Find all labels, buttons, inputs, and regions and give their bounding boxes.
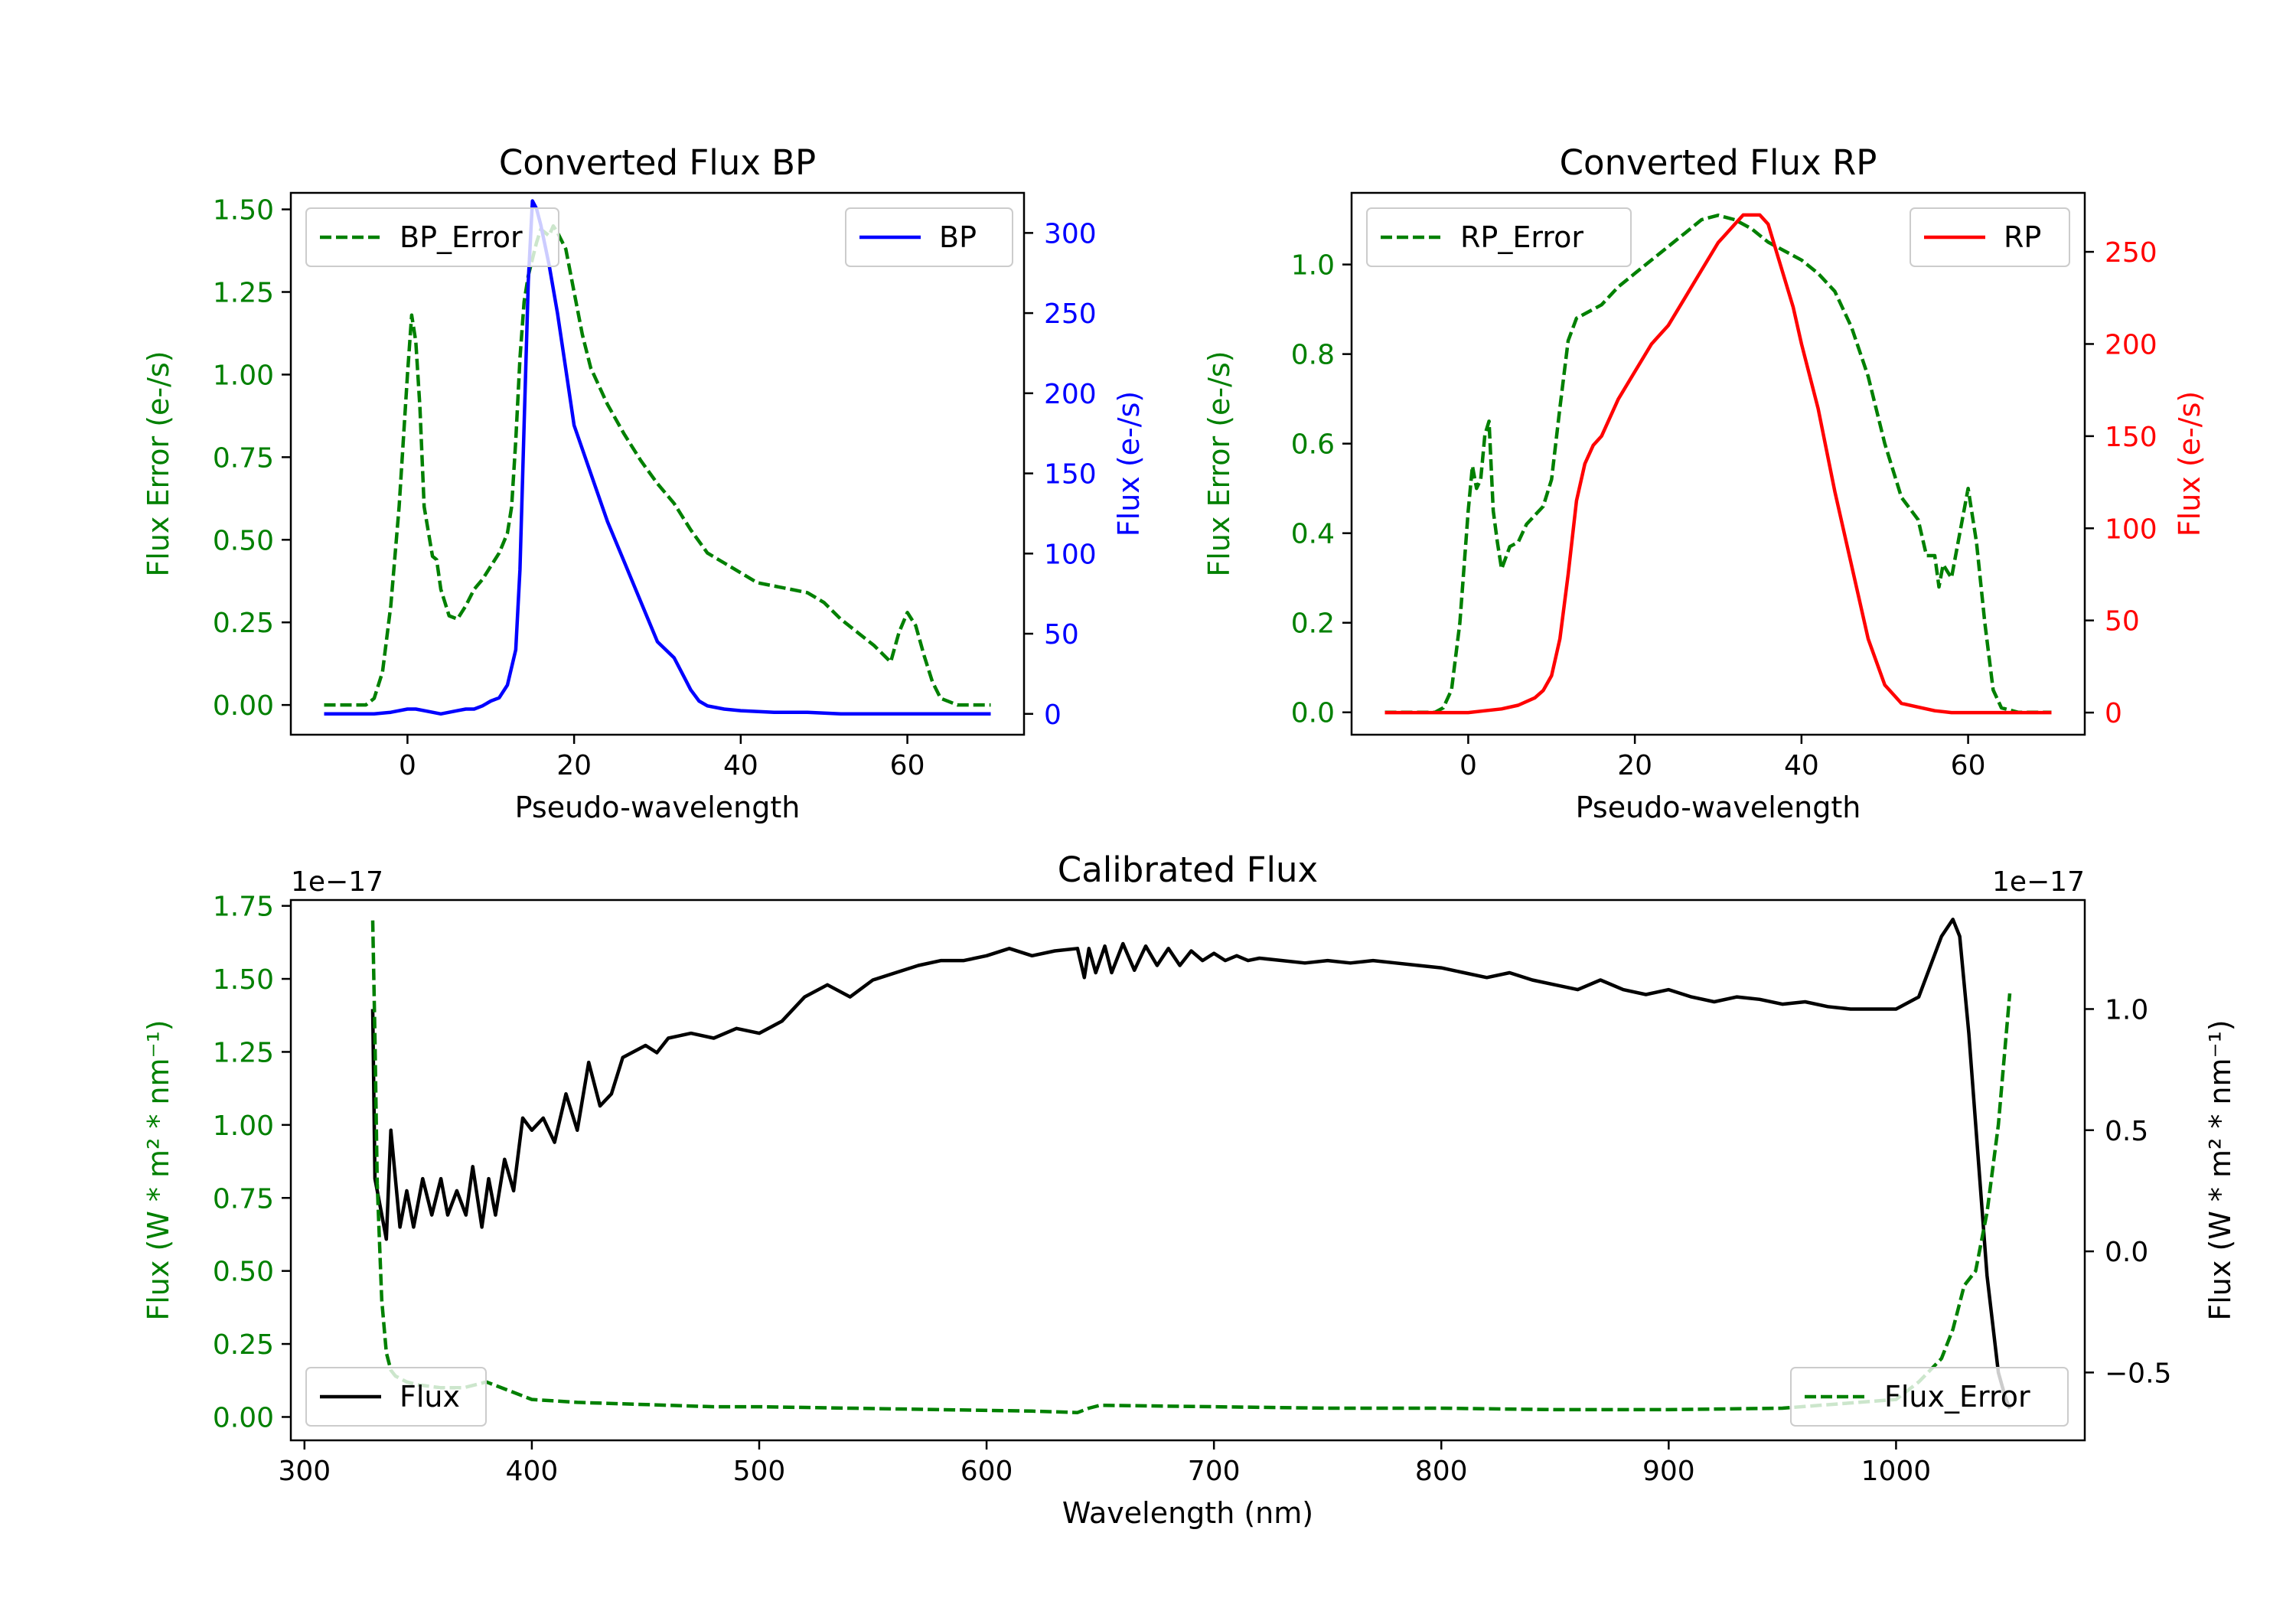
x-tick-label: 300	[278, 1456, 331, 1487]
series-line-rp-error	[1384, 214, 2052, 714]
legend-box	[845, 207, 1013, 267]
y-left-tick-label: 0.75	[213, 1183, 274, 1215]
x-tick-label: 40	[723, 750, 758, 781]
y-right-offset-label: 1e−17	[1992, 866, 2085, 898]
series-line-flux	[370, 918, 2012, 1410]
y-right-tick-label: 150	[1044, 459, 1097, 491]
x-axis-label: Pseudo-wavelength	[1576, 791, 1861, 824]
y-right-tick-label: 250	[1044, 298, 1097, 330]
y-right-tick-label: 100	[2105, 514, 2157, 545]
y-right-tick-label: 50	[2105, 606, 2140, 638]
y-right-tick-label: −0.5	[2105, 1358, 2171, 1389]
y-left-tick-label: 1.00	[213, 1110, 274, 1142]
legend-label: Flux	[400, 1380, 460, 1414]
y-left-tick-label: 0.00	[213, 690, 274, 722]
y-left-tick-label: 1.50	[213, 195, 274, 227]
y-left-tick-label: 0.8	[1291, 340, 1335, 371]
y-right-tick-label: 50	[1044, 619, 1079, 651]
x-tick-label: 500	[733, 1456, 786, 1487]
y-right-tick-label: 150	[2105, 422, 2157, 453]
y-left-tick-label: 0.0	[1291, 698, 1335, 729]
y-left-offset-label: 1e−17	[291, 866, 383, 898]
x-tick-label: 0	[1459, 750, 1477, 781]
y-right-axis-label: Flux (W * m² * nm⁻¹)	[2203, 1019, 2237, 1320]
y-right-axis-label: Flux (e-/s)	[2173, 391, 2206, 536]
y-right-tick-label: 200	[1044, 379, 1097, 410]
y-left-tick-label: 0.6	[1291, 429, 1335, 461]
y-right-tick-label: 200	[2105, 329, 2157, 360]
y-left-tick-label: 1.75	[213, 892, 274, 923]
legend-box	[305, 207, 559, 267]
x-axis-label: Wavelength (nm)	[1062, 1496, 1313, 1530]
x-tick-label: 800	[1415, 1456, 1468, 1487]
y-left-tick-label: 1.50	[213, 964, 274, 996]
legend-box	[1790, 1367, 2069, 1427]
legend-box	[1910, 207, 2070, 267]
y-right-tick-label: 250	[2105, 237, 2157, 269]
y-left-tick-label: 0.75	[213, 442, 274, 474]
y-right-axis-label: Flux (e-/s)	[1112, 391, 1146, 536]
x-tick-label: 20	[1617, 750, 1652, 781]
y-right-tick-label: 300	[1044, 218, 1097, 249]
y-left-tick-label: 0.25	[213, 1329, 274, 1361]
y-right-tick-label: 100	[1044, 539, 1097, 570]
legend-box	[1366, 207, 1632, 267]
y-left-tick-label: 1.0	[1291, 250, 1335, 282]
y-left-tick-label: 0.00	[213, 1402, 274, 1433]
x-tick-label: 0	[399, 750, 416, 781]
chart-title: Converted Flux BP	[499, 142, 816, 183]
y-right-tick-label: 0.5	[2105, 1116, 2148, 1147]
x-tick-label: 400	[506, 1456, 559, 1487]
plot-frame	[289, 191, 1026, 736]
legend-label: Flux_Error	[1884, 1380, 2030, 1414]
x-axis-label: Pseudo-wavelength	[515, 791, 801, 824]
y-left-tick-label: 0.50	[213, 1257, 274, 1288]
x-tick-label: 40	[1784, 750, 1819, 781]
x-tick-label: 700	[1188, 1456, 1241, 1487]
series-line-rp	[1384, 213, 2052, 715]
plot-frame	[1350, 191, 2086, 736]
y-right-tick-label: 1.0	[2105, 994, 2148, 1026]
plot-frame	[289, 898, 2086, 1442]
legend-label: RP_Error	[1460, 220, 1583, 254]
x-tick-label: 900	[1642, 1456, 1695, 1487]
y-right-tick-label: 0.0	[2105, 1237, 2148, 1268]
chart-title: Calibrated Flux	[1058, 850, 1318, 890]
y-left-axis-label: Flux (W * m² * nm⁻¹)	[142, 1019, 175, 1320]
legend-label: BP_Error	[400, 220, 523, 254]
x-tick-label: 1000	[1861, 1456, 1932, 1487]
y-left-tick-label: 0.25	[213, 608, 274, 639]
y-left-axis-label: Flux Error (e-/s)	[1202, 351, 1236, 576]
x-tick-label: 20	[556, 750, 592, 781]
legend-label: BP	[939, 220, 977, 254]
y-right-tick-label: 0	[2105, 698, 2122, 729]
y-right-tick-label: 0	[1044, 700, 1062, 731]
y-left-tick-label: 1.25	[213, 278, 274, 309]
x-tick-label: 60	[890, 750, 925, 781]
x-tick-label: 60	[1951, 750, 1986, 781]
y-left-tick-label: 0.50	[213, 525, 274, 556]
x-tick-label: 600	[960, 1456, 1013, 1487]
chart-panels: 0 20 40 600.000.250.500.751.001.251.5005010…	[142, 142, 2237, 1530]
y-left-axis-label: Flux Error (e-/s)	[142, 351, 175, 576]
legend-label: RP	[2004, 220, 2041, 254]
y-left-tick-label: 0.2	[1291, 608, 1335, 640]
y-left-tick-label: 0.4	[1291, 519, 1335, 550]
y-left-tick-label: 1.25	[213, 1037, 274, 1068]
legend-box	[305, 1367, 487, 1427]
y-left-tick-label: 1.00	[213, 360, 274, 391]
chart-title: Converted Flux RP	[1560, 142, 1877, 183]
